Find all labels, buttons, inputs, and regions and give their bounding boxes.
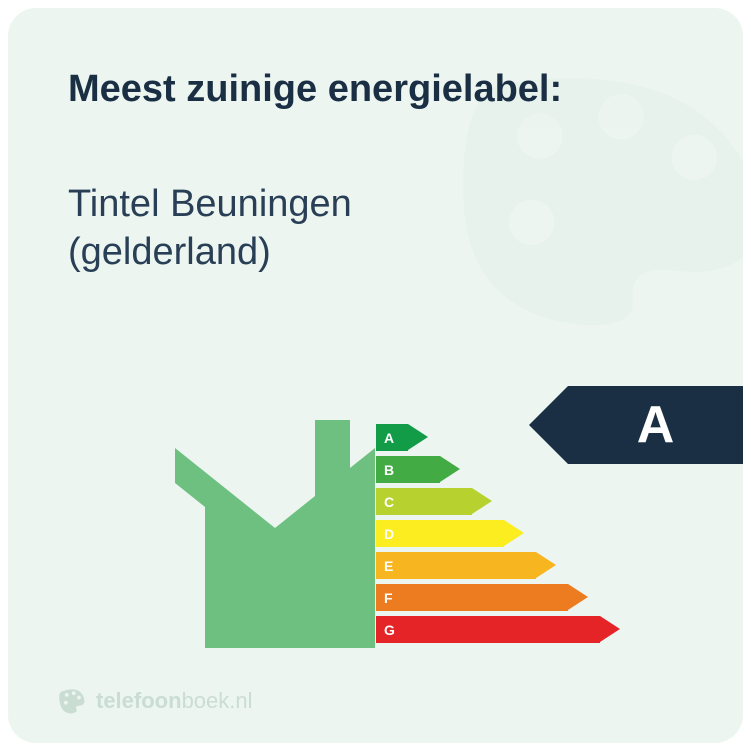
- energy-bar-label: C: [376, 488, 472, 515]
- brand-bold: telefoon: [96, 688, 182, 713]
- brand-suffix: .nl: [229, 688, 252, 713]
- energy-bar-arrow: [504, 520, 524, 546]
- footer-text: telefoonboek.nl: [96, 688, 253, 714]
- energy-bar-label: F: [376, 584, 568, 611]
- house-icon: [175, 408, 375, 648]
- energy-bar-label: A: [376, 424, 408, 451]
- subtitle-line-1: Tintel Beuningen: [68, 183, 352, 225]
- energy-bar-label: B: [376, 456, 440, 483]
- rating-badge-arrow: [529, 386, 568, 464]
- energy-bar-label: G: [376, 616, 600, 643]
- info-card: Meest zuinige energielabel: Tintel Beuni…: [8, 8, 743, 743]
- subtitle-line-2: (gelderland): [68, 231, 271, 273]
- energy-bar-arrow: [600, 616, 620, 642]
- rating-badge-body: A: [568, 386, 743, 464]
- energy-bar-arrow: [536, 552, 556, 578]
- rating-value: A: [637, 395, 675, 455]
- footer-brand: telefoonboek.nl: [58, 687, 253, 715]
- energy-bar-arrow: [568, 584, 588, 610]
- energy-bar-arrow: [440, 456, 460, 482]
- card-subtitle: Tintel Beuningen (gelderland): [68, 181, 683, 276]
- brand-light: boek: [182, 688, 230, 713]
- rating-badge: A: [529, 386, 743, 464]
- card-title: Meest zuinige energielabel:: [68, 68, 683, 111]
- energy-bar-label: D: [376, 520, 504, 547]
- energy-bar-arrow: [408, 424, 428, 450]
- palette-icon: [58, 687, 86, 715]
- energy-bar-arrow: [472, 488, 492, 514]
- energy-bar-label: E: [376, 552, 536, 579]
